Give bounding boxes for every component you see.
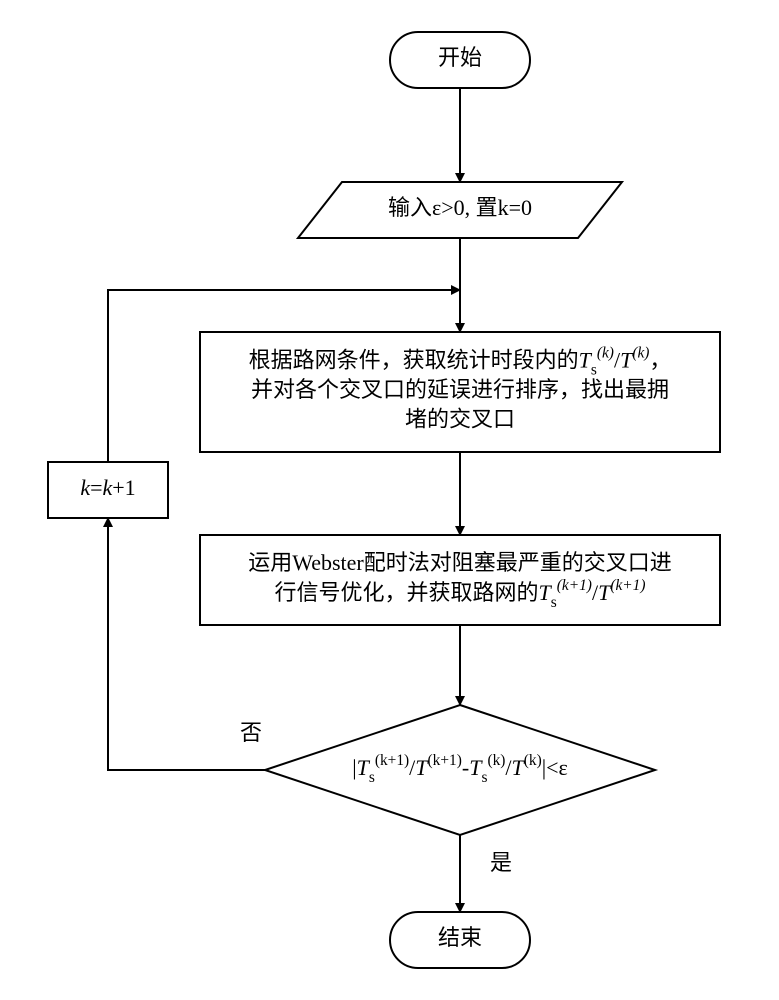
svg-text:k=k+1: k=k+1 <box>80 475 135 500</box>
svg-text:堵的交叉口: 堵的交叉口 <box>405 407 515 432</box>
node-input: 输入ε>0, 置k=0 <box>298 182 622 238</box>
node-dec: |Ts(k+1)/T(k+1)-Ts(k)/T(k)|<ε <box>265 705 655 835</box>
edge-label: 否 <box>240 720 262 745</box>
node-start: 开始 <box>390 32 530 88</box>
svg-text:结束: 结束 <box>438 925 482 950</box>
svg-text:输入ε>0, 置k=0: 输入ε>0, 置k=0 <box>388 195 532 220</box>
svg-text:运用Webster配时法对阻塞最严重的交叉口进: 运用Webster配时法对阻塞最严重的交叉口进 <box>248 550 672 575</box>
svg-text:开始: 开始 <box>438 45 482 70</box>
node-proc2: 运用Webster配时法对阻塞最严重的交叉口进行信号优化，并获取路网的Ts(k+… <box>200 535 720 625</box>
node-inc: k=k+1 <box>48 462 168 518</box>
node-end: 结束 <box>390 912 530 968</box>
svg-text:并对各个交叉口的延误进行排序，找出最拥: 并对各个交叉口的延误进行排序，找出最拥 <box>251 377 669 402</box>
node-proc1: 根据路网条件，获取统计时段内的Ts(k)/T(k)，并对各个交叉口的延误进行排序… <box>200 332 720 452</box>
edge-label: 是 <box>490 850 512 875</box>
